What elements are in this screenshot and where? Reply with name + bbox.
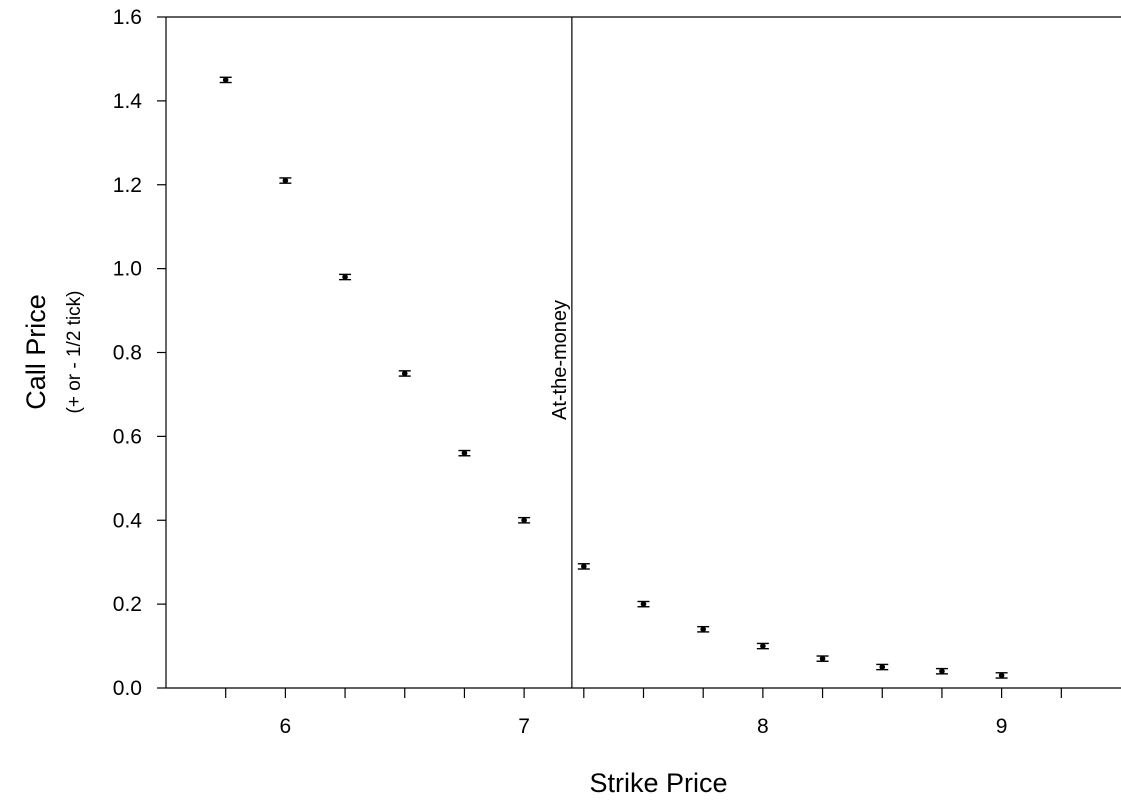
point-marker xyxy=(521,517,527,524)
axes: 0.0 0.2 0.4 0.6 0.8 1.0 1.2 1.4 1.6 6 7 8 9 xyxy=(113,6,1121,738)
data-point xyxy=(935,667,948,675)
data-point xyxy=(756,642,769,650)
y-axis-subtitle: (+ or - 1/2 tick) xyxy=(64,291,85,414)
x-axis-title: Strike Price xyxy=(589,768,727,798)
y-tick-label: 0.0 xyxy=(113,677,142,700)
x-tick-label: 9 xyxy=(996,715,1008,738)
y-tick-label: 0.2 xyxy=(113,593,142,616)
y-axis-title: Call Price xyxy=(21,294,51,410)
point-marker xyxy=(342,274,348,280)
y-tick-label: 1.2 xyxy=(113,174,142,197)
data-point xyxy=(339,273,352,281)
y-tick-label: 0.6 xyxy=(113,425,142,448)
at-the-money-label: At-the-money xyxy=(549,300,571,420)
point-marker xyxy=(581,563,587,570)
data-point xyxy=(518,516,531,524)
x-tick-label: 7 xyxy=(518,715,530,738)
reference-line-group: At-the-money xyxy=(549,17,573,688)
data-points xyxy=(219,76,1008,679)
point-marker xyxy=(998,672,1005,679)
point-marker xyxy=(700,626,706,633)
data-point xyxy=(816,655,829,662)
data-point xyxy=(637,600,650,608)
data-point xyxy=(458,449,471,457)
axis-titles: Strike Price Call Price (+ or - 1/2 tick… xyxy=(21,291,728,799)
point-marker xyxy=(819,655,826,662)
point-marker xyxy=(461,450,468,456)
y-tick-label: 1.4 xyxy=(113,90,143,113)
data-point xyxy=(398,370,411,377)
data-point xyxy=(995,672,1008,679)
data-point xyxy=(279,177,292,184)
x-tick-label: 8 xyxy=(757,715,769,738)
point-marker xyxy=(282,177,289,184)
y-tick-label: 0.8 xyxy=(113,342,142,365)
y-tick-label: 1.0 xyxy=(113,258,142,281)
data-point xyxy=(876,663,889,671)
point-marker xyxy=(401,370,408,377)
point-marker xyxy=(760,643,766,649)
data-point xyxy=(577,563,590,570)
point-marker xyxy=(640,601,647,607)
data-point xyxy=(697,625,710,633)
point-marker xyxy=(939,668,945,675)
point-marker xyxy=(879,664,886,670)
x-tick-label: 6 xyxy=(280,715,292,738)
y-tick-label: 1.6 xyxy=(113,6,142,29)
data-point xyxy=(219,76,232,84)
point-marker xyxy=(222,77,229,83)
y-tick-label: 0.4 xyxy=(113,509,143,532)
